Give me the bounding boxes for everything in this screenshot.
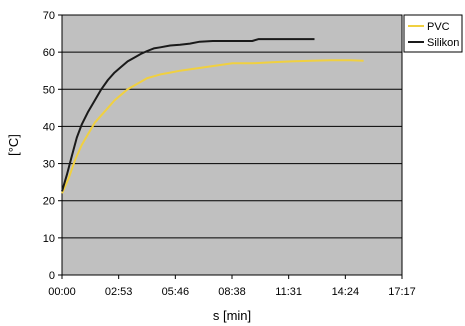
y-tick-label: 50 [43,84,55,96]
y-tick-label: 60 [43,47,55,59]
x-tick-label: 00:00 [48,286,76,298]
y-axis-ticks: 0 10 20 30 40 50 60 70 [43,10,62,282]
y-tick-label: 10 [43,233,55,245]
y-axis-title: [°C] [6,134,21,156]
y-tick-label: 40 [43,121,55,133]
x-tick-label: 11:31 [275,286,302,298]
y-tick-label: 0 [49,270,55,282]
legend-label-pvc: PVC [427,21,450,33]
x-tick-label: 14:24 [332,286,360,298]
y-tick-label: 30 [43,159,55,171]
x-tick-label: 08:38 [218,286,246,298]
x-axis-title: s [min] [213,308,251,323]
y-tick-label: 70 [43,10,55,22]
x-tick-label: 17:17 [388,286,416,298]
legend: PVC Silikon [403,14,463,53]
legend-label-silikon: Silikon [427,37,459,49]
x-axis-ticks: 00:00 02:53 05:46 08:38 11:31 14:24 17:17 [48,275,416,298]
legend-box [403,14,463,53]
x-tick-label: 02:53 [105,286,133,298]
x-tick-label: 05:46 [162,286,190,298]
series-layer [61,38,364,194]
series-line-pvc [61,59,364,194]
y-tick-label: 20 [43,196,55,208]
series-line-silikon [61,38,315,192]
gridlines [62,51,402,239]
plot-area [61,14,403,276]
